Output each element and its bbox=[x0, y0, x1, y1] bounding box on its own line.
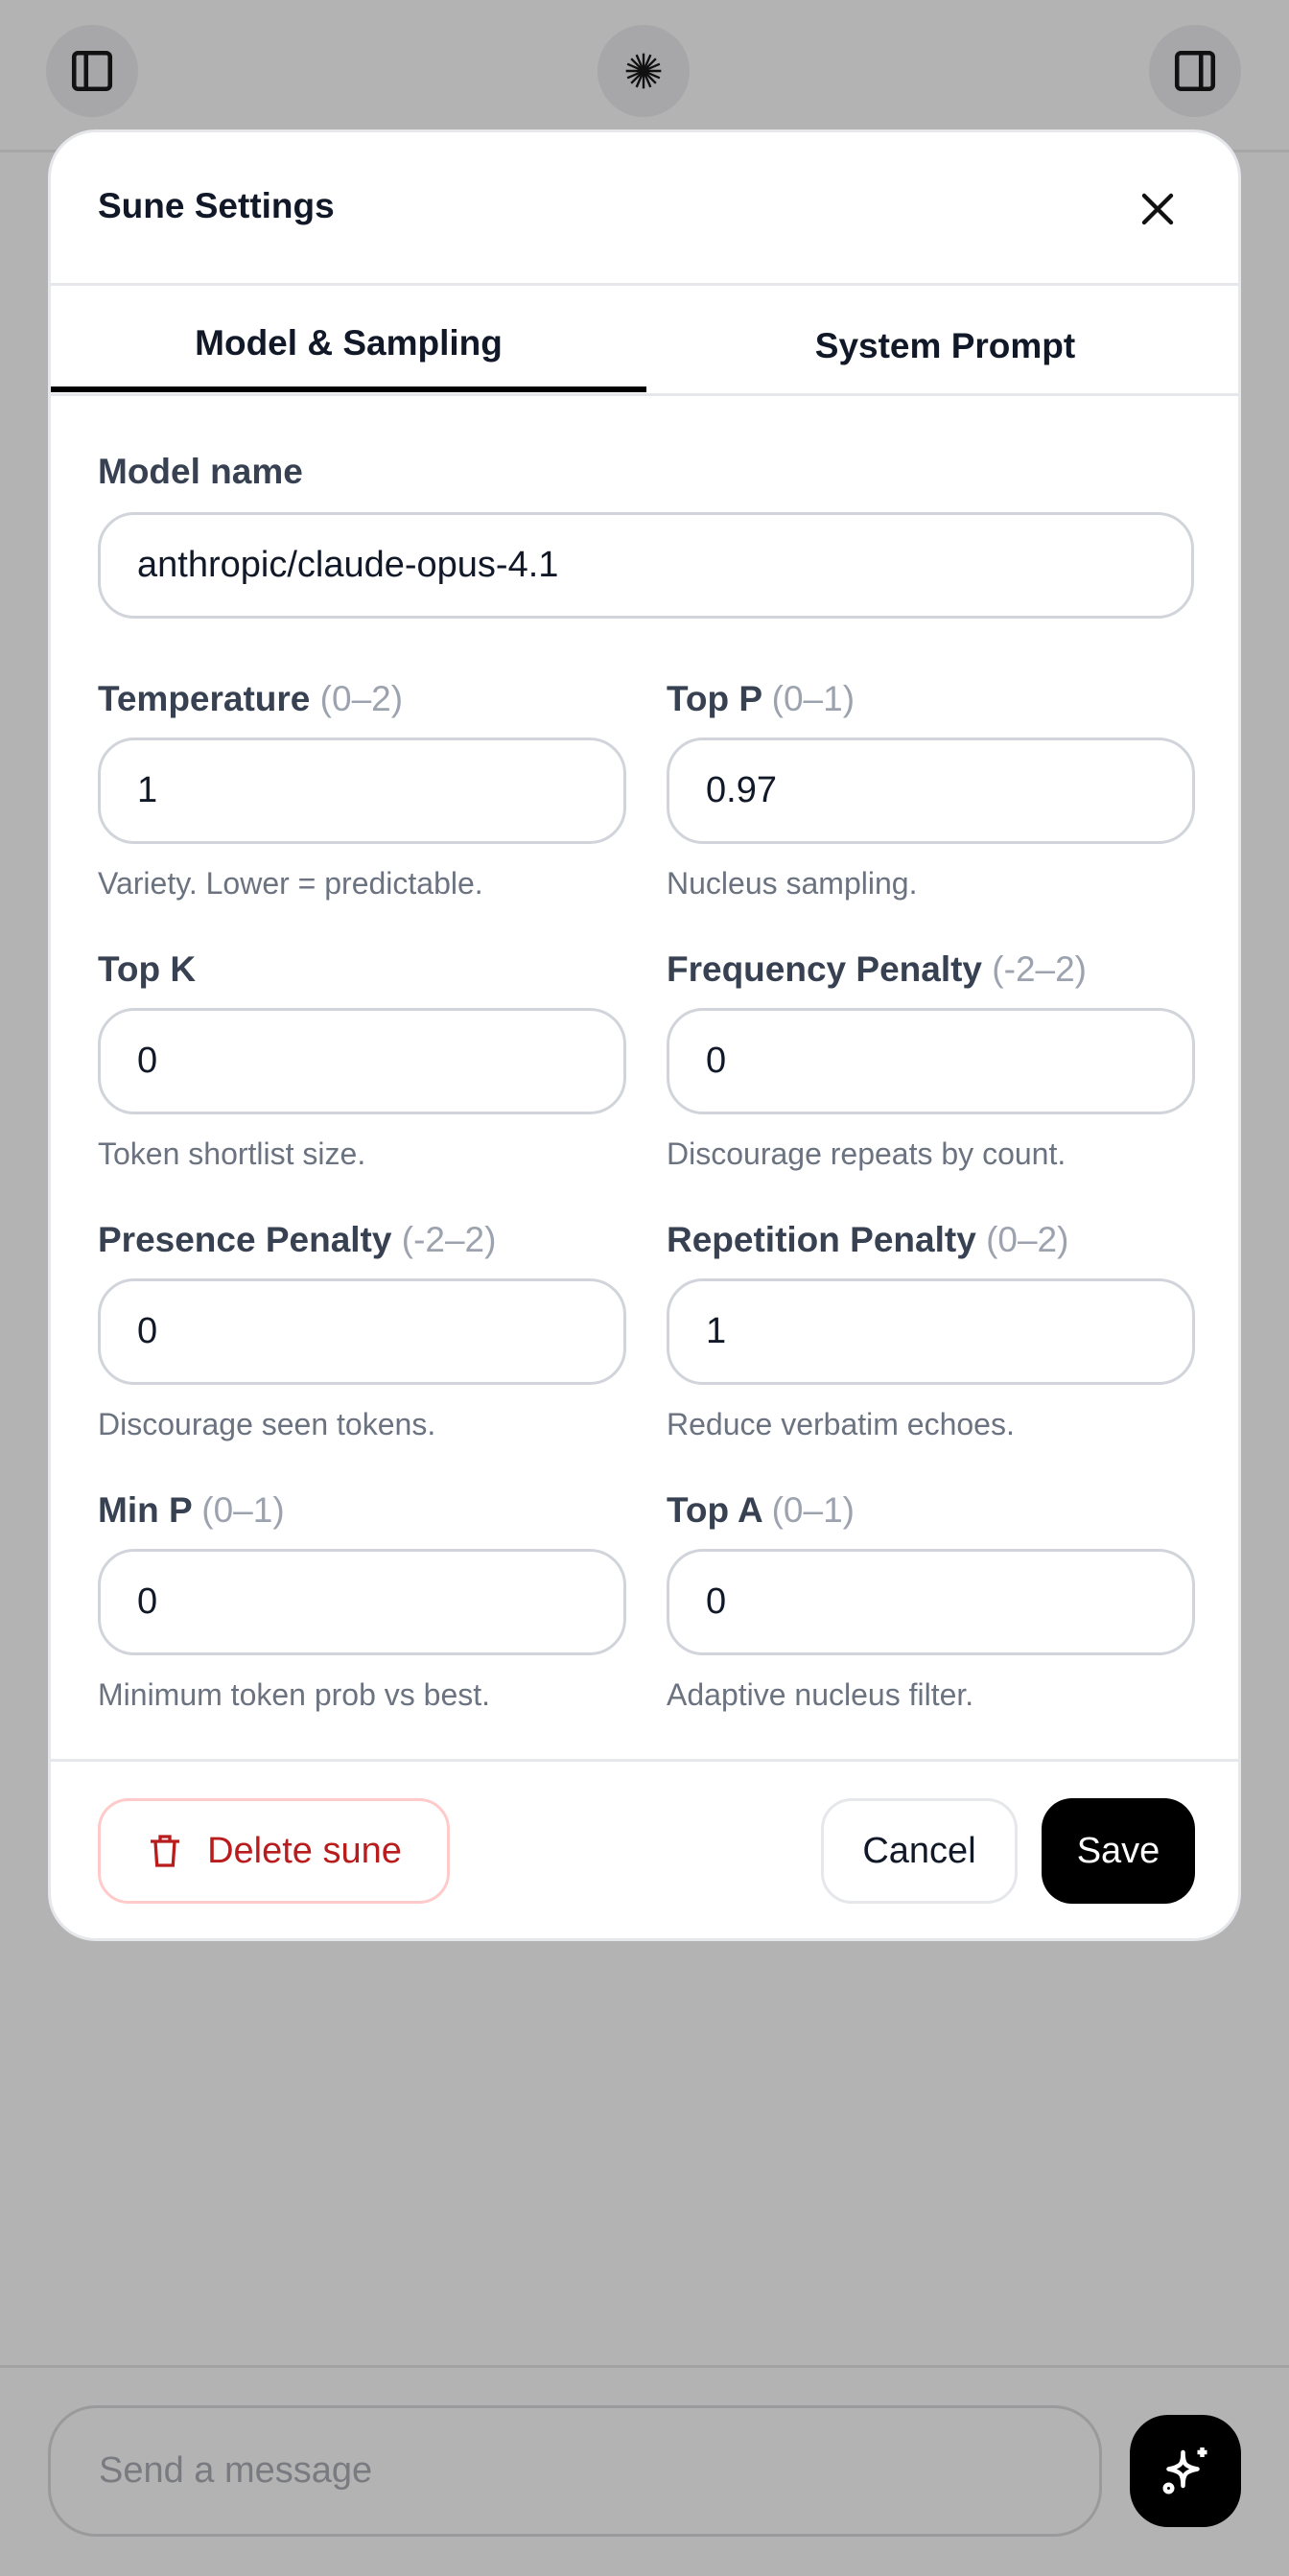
top-a-input[interactable]: 0 bbox=[667, 1549, 1195, 1655]
dialog-title: Sune Settings bbox=[98, 186, 335, 225]
divider bbox=[51, 283, 1238, 286]
field-label-text: Frequency Penalty bbox=[667, 949, 983, 989]
tab-system-prompt[interactable]: System Prompt bbox=[814, 326, 1076, 365]
toggle-right-sidebar-button[interactable] bbox=[1149, 25, 1241, 117]
save-button[interactable]: Save bbox=[1042, 1798, 1195, 1904]
field-label-text: Top K bbox=[98, 949, 197, 989]
frequency-penalty-help: Discourage repeats by count. bbox=[667, 1136, 1066, 1171]
temperature-input[interactable]: 1 bbox=[98, 738, 626, 844]
sparkles-icon bbox=[1162, 2447, 1207, 2494]
starburst-icon bbox=[625, 53, 662, 89]
top-k-input[interactable]: 0 bbox=[98, 1008, 626, 1114]
model-name-input[interactable]: anthropic/claude-opus-4.1 bbox=[98, 512, 1194, 619]
message-input[interactable]: Send a message bbox=[48, 2405, 1102, 2537]
field-range: (-2–2) bbox=[992, 949, 1087, 989]
top-a-value: 0 bbox=[706, 1581, 727, 1622]
repetition-penalty-label: Repetition Penalty (0–2) bbox=[667, 1220, 1068, 1260]
top-a-help: Adaptive nucleus filter. bbox=[667, 1677, 974, 1712]
presence-penalty-value: 0 bbox=[137, 1311, 158, 1351]
close-icon bbox=[1141, 193, 1174, 225]
field-range: (0–1) bbox=[771, 679, 855, 718]
presence-penalty-input[interactable]: 0 bbox=[98, 1278, 626, 1385]
presence-penalty-help: Discourage seen tokens. bbox=[98, 1407, 436, 1441]
model-name-value: anthropic/claude-opus-4.1 bbox=[137, 545, 559, 585]
delete-sune-button[interactable]: Delete sune bbox=[98, 1798, 450, 1904]
sune-settings-dialog: Sune Settings Model & Sampling System Pr… bbox=[48, 129, 1241, 1941]
field-label-text: Top P bbox=[667, 679, 762, 718]
field-range: (0–2) bbox=[319, 679, 404, 718]
frequency-penalty-value: 0 bbox=[706, 1041, 727, 1081]
sune-avatar-button[interactable] bbox=[598, 25, 690, 117]
message-placeholder: Send a message bbox=[99, 2450, 373, 2491]
top-p-value: 0.97 bbox=[706, 770, 777, 810]
divider bbox=[51, 393, 1238, 396]
top-p-input[interactable]: 0.97 bbox=[667, 738, 1195, 844]
tab-model-sampling[interactable]: Model & Sampling bbox=[51, 300, 646, 392]
top-k-label: Top K bbox=[98, 949, 196, 990]
top-a-label: Top A (0–1) bbox=[667, 1490, 855, 1531]
min-p-value: 0 bbox=[137, 1581, 158, 1622]
temperature-label: Temperature (0–2) bbox=[98, 679, 403, 719]
field-label-text: Min P bbox=[98, 1490, 192, 1530]
delete-label: Delete sune bbox=[207, 1830, 402, 1871]
sidebar-right-icon bbox=[1174, 50, 1216, 92]
top-k-help: Token shortlist size. bbox=[98, 1136, 366, 1171]
divider bbox=[51, 1759, 1238, 1762]
frequency-penalty-label: Frequency Penalty (-2–2) bbox=[667, 949, 1087, 990]
field-label-text: Top A bbox=[667, 1490, 762, 1530]
field-label-text: Presence Penalty bbox=[98, 1220, 392, 1259]
divider bbox=[0, 2365, 1289, 2368]
top-k-value: 0 bbox=[137, 1041, 158, 1081]
trash-icon bbox=[151, 1835, 180, 1867]
repetition-penalty-input[interactable]: 1 bbox=[667, 1278, 1195, 1385]
repetition-penalty-help: Reduce verbatim echoes. bbox=[667, 1407, 1015, 1441]
presence-penalty-label: Presence Penalty (-2–2) bbox=[98, 1220, 496, 1260]
close-button[interactable] bbox=[1135, 186, 1181, 232]
sidebar-left-icon bbox=[71, 50, 113, 92]
min-p-label: Min P (0–1) bbox=[98, 1490, 285, 1531]
toggle-left-sidebar-button[interactable] bbox=[46, 25, 138, 117]
frequency-penalty-input[interactable]: 0 bbox=[667, 1008, 1195, 1114]
top-p-help: Nucleus sampling. bbox=[667, 866, 918, 901]
model-name-label: Model name bbox=[98, 452, 303, 491]
field-label-text: Repetition Penalty bbox=[667, 1220, 976, 1259]
field-range: (0–1) bbox=[201, 1490, 285, 1530]
cancel-button[interactable]: Cancel bbox=[821, 1798, 1018, 1904]
min-p-help: Minimum token prob vs best. bbox=[98, 1677, 491, 1712]
min-p-input[interactable]: 0 bbox=[98, 1549, 626, 1655]
top-p-label: Top P (0–1) bbox=[667, 679, 855, 719]
temperature-value: 1 bbox=[137, 770, 158, 810]
field-label-text: Temperature bbox=[98, 679, 311, 718]
temperature-help: Variety. Lower = predictable. bbox=[98, 866, 483, 901]
send-button[interactable] bbox=[1130, 2415, 1241, 2527]
field-range: (0–1) bbox=[771, 1490, 855, 1530]
field-range: (-2–2) bbox=[401, 1220, 497, 1259]
field-range: (0–2) bbox=[986, 1220, 1069, 1259]
repetition-penalty-value: 1 bbox=[706, 1311, 727, 1351]
